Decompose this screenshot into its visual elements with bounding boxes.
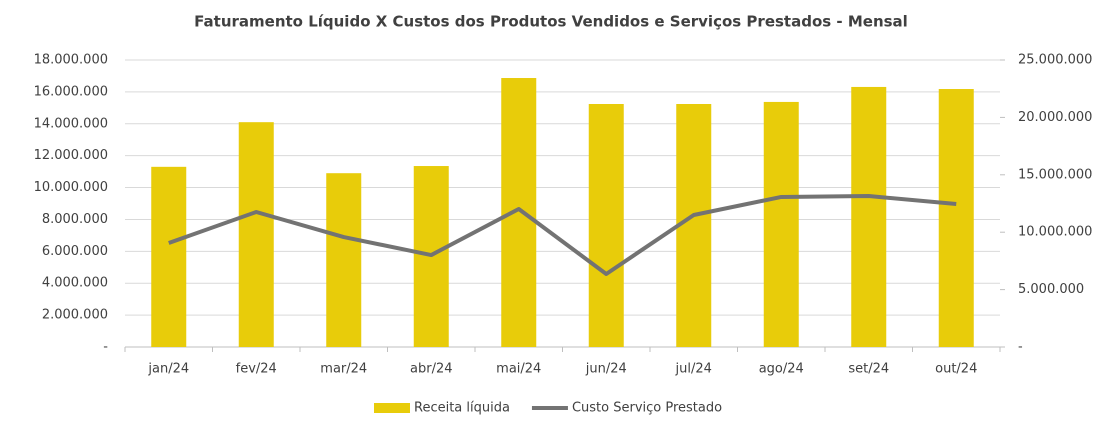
x-tick-label: jul/24 [675, 362, 712, 377]
x-tick-label: jan/24 [147, 362, 189, 377]
x-tick-label: jun/24 [585, 362, 627, 377]
y-tick-label: 14.000.000 [34, 116, 108, 131]
bar [588, 104, 624, 347]
bar [851, 86, 887, 348]
legend-swatch [374, 403, 410, 413]
y2-tick-label: 10.000.000 [1018, 225, 1092, 240]
y2-tick-label: 15.000.000 [1018, 167, 1092, 182]
x-tick-label: ago/24 [759, 362, 804, 377]
y-tick-label: 10.000.000 [34, 180, 108, 195]
x-tick-label: mar/24 [320, 362, 367, 377]
y-tick-label: 2.000.000 [42, 308, 108, 323]
bar [238, 122, 274, 347]
x-tick-label: mai/24 [496, 362, 541, 377]
bar [938, 89, 974, 347]
chart-title: Faturamento Líquido X Custos dos Produto… [194, 13, 908, 31]
y-tick-label: 6.000.000 [42, 244, 108, 259]
bar [326, 173, 362, 347]
bar [151, 166, 187, 347]
line [168, 194, 957, 276]
y-tick-label: - [103, 340, 108, 355]
y2-tick-label: 5.000.000 [1018, 282, 1084, 297]
y-tick-label: 8.000.000 [42, 212, 108, 227]
x-tick-label: out/24 [935, 362, 977, 377]
y-tick-label: 18.000.000 [34, 53, 108, 68]
x-tick-label: abr/24 [410, 362, 453, 377]
x-tick-label: fev/24 [236, 362, 277, 377]
bar [676, 104, 712, 347]
y2-tick-label: 25.000.000 [1018, 53, 1092, 68]
y-tick-label: 4.000.000 [42, 276, 108, 291]
y-tick-label: 16.000.000 [34, 84, 108, 99]
bar [763, 101, 799, 347]
legend-label: Custo Serviço Prestado [572, 401, 722, 416]
y2-tick-label: - [1018, 340, 1023, 355]
bar [501, 78, 537, 348]
y2-tick-label: 20.000.000 [1018, 110, 1092, 125]
x-tick-label: set/24 [848, 362, 889, 377]
legend-label: Receita líquida [414, 401, 510, 416]
y-tick-label: 12.000.000 [34, 148, 108, 163]
